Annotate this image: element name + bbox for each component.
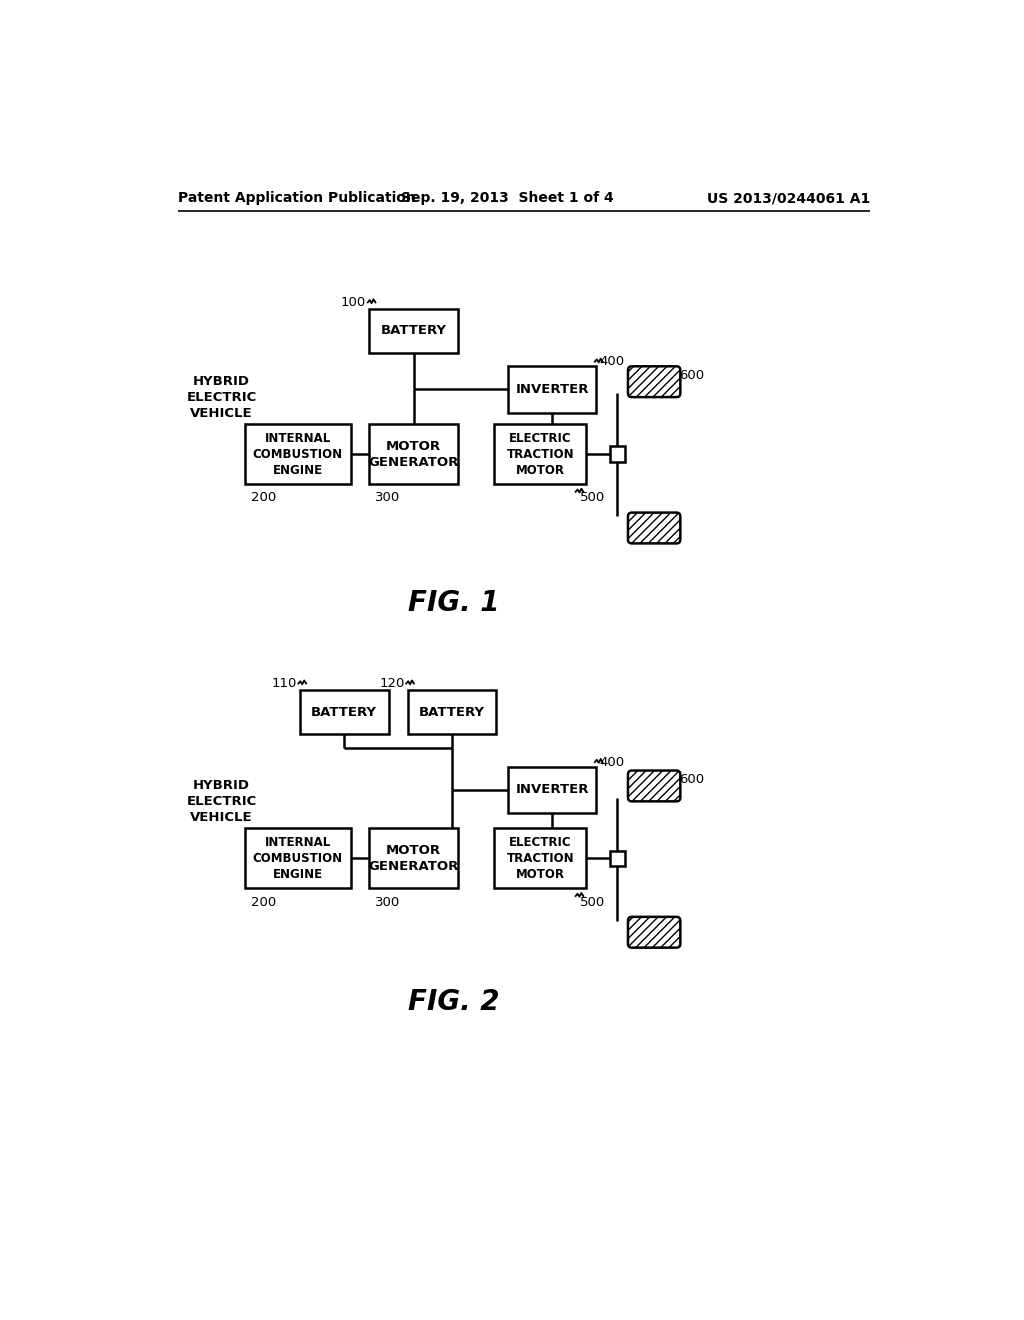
Text: Patent Application Publication: Patent Application Publication bbox=[178, 191, 416, 206]
Bar bbox=[370, 424, 458, 484]
Text: 200: 200 bbox=[251, 491, 275, 504]
Text: MOTOR
GENERATOR: MOTOR GENERATOR bbox=[369, 843, 459, 873]
Text: 300: 300 bbox=[376, 896, 400, 908]
Text: 200: 200 bbox=[251, 896, 275, 908]
Text: MOTOR
GENERATOR: MOTOR GENERATOR bbox=[369, 440, 459, 469]
Text: 400: 400 bbox=[599, 355, 625, 368]
Bar bbox=[494, 424, 587, 484]
Bar bbox=[370, 829, 458, 888]
Text: 110: 110 bbox=[271, 677, 297, 690]
Text: US 2013/0244061 A1: US 2013/0244061 A1 bbox=[707, 191, 869, 206]
Text: 400: 400 bbox=[599, 755, 625, 768]
Text: FIG. 1: FIG. 1 bbox=[409, 590, 500, 618]
Text: 500: 500 bbox=[581, 491, 605, 504]
Bar bbox=[245, 424, 351, 484]
Text: BATTERY: BATTERY bbox=[311, 705, 377, 718]
Text: 300: 300 bbox=[376, 491, 400, 504]
Bar bbox=[494, 829, 587, 888]
FancyBboxPatch shape bbox=[628, 771, 680, 801]
Text: 120: 120 bbox=[379, 677, 404, 690]
Text: HYBRID
ELECTRIC
VEHICLE: HYBRID ELECTRIC VEHICLE bbox=[186, 375, 257, 420]
Bar bbox=[245, 829, 351, 888]
Bar bbox=[508, 366, 596, 412]
Text: 600: 600 bbox=[679, 774, 703, 787]
Text: 600: 600 bbox=[679, 370, 703, 381]
Text: INTERNAL
COMBUSTION
ENGINE: INTERNAL COMBUSTION ENGINE bbox=[253, 836, 343, 880]
Bar bbox=[609, 850, 625, 866]
Text: ELECTRIC
TRACTION
MOTOR: ELECTRIC TRACTION MOTOR bbox=[507, 432, 574, 477]
Bar bbox=[370, 309, 458, 354]
Text: INVERTER: INVERTER bbox=[515, 783, 589, 796]
Text: INVERTER: INVERTER bbox=[515, 383, 589, 396]
Text: BATTERY: BATTERY bbox=[381, 325, 446, 338]
Bar bbox=[609, 446, 625, 462]
Text: HYBRID
ELECTRIC
VEHICLE: HYBRID ELECTRIC VEHICLE bbox=[186, 779, 257, 824]
Text: 100: 100 bbox=[341, 296, 367, 309]
Text: 500: 500 bbox=[581, 896, 605, 908]
Bar bbox=[408, 690, 497, 734]
Text: INTERNAL
COMBUSTION
ENGINE: INTERNAL COMBUSTION ENGINE bbox=[253, 432, 343, 477]
Text: BATTERY: BATTERY bbox=[419, 705, 485, 718]
Text: Sep. 19, 2013  Sheet 1 of 4: Sep. 19, 2013 Sheet 1 of 4 bbox=[401, 191, 614, 206]
Bar bbox=[300, 690, 388, 734]
FancyBboxPatch shape bbox=[628, 917, 680, 948]
Text: ELECTRIC
TRACTION
MOTOR: ELECTRIC TRACTION MOTOR bbox=[507, 836, 574, 880]
Text: FIG. 2: FIG. 2 bbox=[409, 987, 500, 1015]
FancyBboxPatch shape bbox=[628, 512, 680, 544]
FancyBboxPatch shape bbox=[628, 367, 680, 397]
Bar bbox=[508, 767, 596, 813]
